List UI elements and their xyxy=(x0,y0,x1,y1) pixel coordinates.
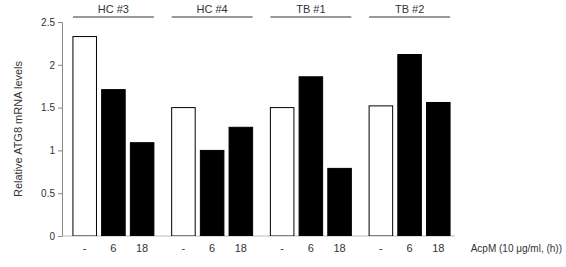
y-tick: 1.5 xyxy=(41,102,62,113)
bar xyxy=(200,150,224,236)
bar xyxy=(270,108,294,236)
x-tick-label: 6 xyxy=(407,242,413,254)
group-label: TB #1 xyxy=(296,3,325,15)
bar xyxy=(328,168,352,236)
bar xyxy=(229,127,253,236)
bar xyxy=(299,77,323,236)
bar xyxy=(427,102,451,236)
bar xyxy=(172,108,196,236)
bar xyxy=(369,106,393,236)
y-tick: 1 xyxy=(49,145,62,156)
y-axis: 0 0.5 1 1.5 2 2.5 xyxy=(41,17,62,242)
x-tick-label: 18 xyxy=(235,242,247,254)
x-tick-label: - xyxy=(182,242,186,254)
group-label: TB #2 xyxy=(395,3,424,15)
y-axis-title: Relative ATG8 mRNA levels xyxy=(12,60,24,197)
y-tick: 0 xyxy=(49,231,62,242)
y-tick-label: 1.5 xyxy=(41,102,55,113)
x-tick-label: 6 xyxy=(209,242,215,254)
x-tick-label: - xyxy=(280,242,284,254)
y-tick-label: 1 xyxy=(49,145,55,156)
x-axis-title: AcpM (10 μg/ml, (h)) xyxy=(471,243,562,254)
y-tick-label: 2.5 xyxy=(41,17,55,28)
bar xyxy=(73,37,97,236)
x-tick-label: 18 xyxy=(136,242,148,254)
chart: 0 0.5 1 1.5 2 2.5 - 6 18 - 6 18 - 6 18 - 6 18 HC #3 HC #4 TB… xyxy=(0,0,566,267)
x-tick-label: 18 xyxy=(333,242,345,254)
group-label: HC #3 xyxy=(98,3,129,15)
group-line xyxy=(73,17,154,18)
x-tick-label: - xyxy=(83,242,87,254)
bars xyxy=(73,37,450,236)
y-tick: 0.5 xyxy=(41,188,62,199)
y-tick-label: 0 xyxy=(49,231,55,242)
x-tick-labels: - 6 18 - 6 18 - 6 18 - 6 18 xyxy=(83,242,445,254)
y-tick-mark xyxy=(58,108,62,109)
group-labels: HC #3 HC #4 TB #1 TB #2 xyxy=(73,3,450,17)
y-tick-mark xyxy=(58,236,62,237)
x-tick-label: 6 xyxy=(110,242,116,254)
group-line xyxy=(270,17,351,18)
y-tick: 2.5 xyxy=(41,17,62,28)
y-tick-mark xyxy=(58,150,62,151)
y-tick: 2 xyxy=(49,60,62,71)
group-line xyxy=(172,17,253,18)
y-tick-mark xyxy=(58,22,62,23)
x-tick-label: - xyxy=(379,242,383,254)
bar xyxy=(102,90,126,236)
group-line xyxy=(369,17,450,18)
y-axis-line xyxy=(58,23,63,237)
y-tick-label: 2 xyxy=(49,60,55,71)
y-tick-mark xyxy=(58,65,62,66)
y-tick-mark xyxy=(58,193,62,194)
group-label: HC #4 xyxy=(197,3,228,15)
y-tick-label: 0.5 xyxy=(41,188,55,199)
bar xyxy=(398,55,422,236)
bar xyxy=(130,143,154,236)
x-tick-label: 18 xyxy=(432,242,444,254)
x-tick-label: 6 xyxy=(308,242,314,254)
